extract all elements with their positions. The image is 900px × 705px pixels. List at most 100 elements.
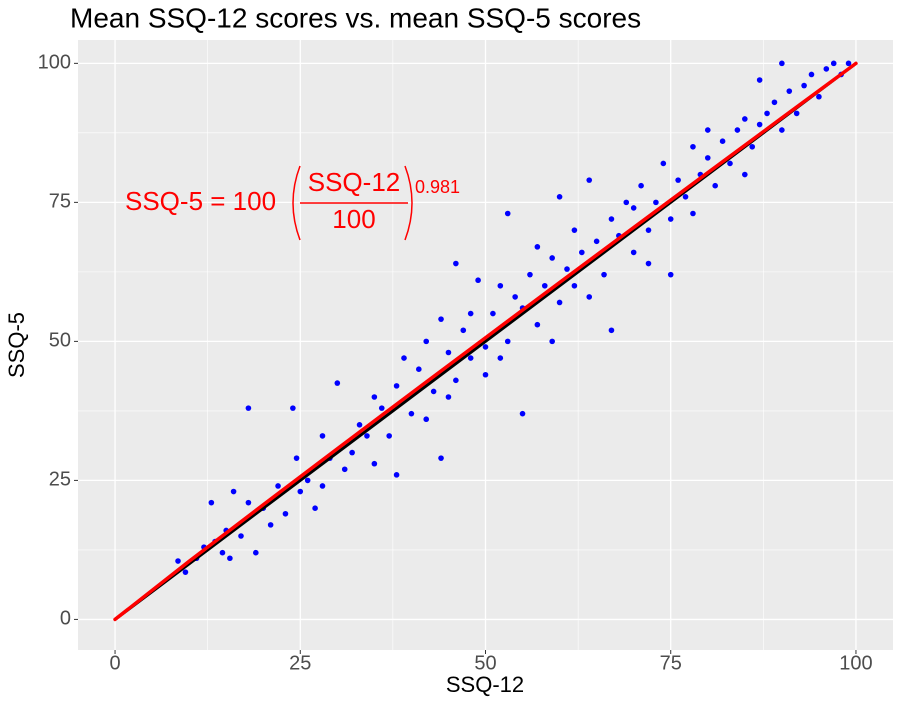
point: [175, 558, 181, 564]
y-axis-label: SSQ-5: [4, 312, 29, 378]
point: [267, 522, 274, 528]
point: [727, 160, 733, 167]
point: [675, 177, 681, 183]
point: [608, 216, 615, 222]
point: [445, 394, 452, 400]
point: [490, 310, 496, 317]
point: [423, 416, 430, 423]
point: [445, 349, 452, 356]
annotation-denominator: 100: [332, 204, 375, 234]
point: [208, 499, 215, 506]
y-tick-label: 75: [49, 191, 71, 213]
chart-title: Mean SSQ-12 scores vs. mean SSQ-5 scores: [70, 2, 641, 33]
point: [453, 260, 459, 267]
point: [564, 266, 570, 272]
point: [541, 282, 548, 289]
point: [601, 271, 607, 278]
point: [742, 116, 748, 122]
point: [845, 60, 852, 67]
point: [830, 60, 837, 67]
point: [430, 388, 437, 395]
point: [438, 316, 444, 322]
x-tick-label: 25: [289, 652, 311, 674]
point: [253, 549, 259, 556]
point: [742, 171, 748, 178]
point: [556, 194, 563, 200]
y-tick-label: 50: [49, 330, 71, 352]
point: [667, 271, 674, 278]
point: [371, 394, 378, 400]
point: [549, 255, 555, 261]
point: [608, 327, 615, 334]
point: [512, 294, 518, 300]
x-tick-label: 0: [109, 652, 120, 674]
point: [556, 299, 563, 306]
point: [808, 71, 815, 78]
point: [667, 216, 674, 222]
point: [623, 199, 630, 206]
point: [378, 405, 385, 411]
point: [386, 433, 392, 439]
point: [549, 338, 555, 345]
point: [349, 449, 355, 456]
point: [319, 483, 326, 489]
point: [438, 455, 444, 461]
point: [719, 138, 726, 145]
point: [734, 127, 741, 133]
y-tick-label: 25: [49, 469, 71, 491]
point: [482, 371, 489, 378]
point: [690, 210, 696, 217]
point: [504, 338, 511, 345]
point: [660, 160, 667, 167]
point: [823, 66, 830, 72]
point: [630, 249, 637, 256]
point: [341, 466, 348, 473]
point: [393, 383, 400, 389]
point: [319, 433, 326, 439]
point: [282, 510, 289, 517]
point: [690, 143, 696, 150]
x-tick-label: 50: [474, 652, 496, 674]
point: [704, 155, 711, 161]
point: [749, 143, 756, 150]
point: [230, 488, 237, 495]
annotation-exponent: 0.981: [415, 177, 460, 197]
point: [334, 380, 341, 386]
point: [779, 127, 785, 133]
point: [460, 327, 467, 334]
point: [779, 60, 785, 67]
grid: [74, 40, 893, 654]
point: [371, 460, 378, 467]
point: [786, 88, 793, 94]
point: [527, 271, 533, 278]
point: [504, 210, 511, 217]
x-tick-label: 100: [839, 652, 872, 674]
point: [497, 355, 504, 361]
y-tick-label: 100: [38, 52, 71, 74]
point: [356, 421, 363, 428]
point: [534, 244, 541, 250]
point: [793, 110, 800, 117]
point: [293, 455, 300, 461]
point: [238, 533, 244, 539]
marks: [113, 60, 858, 622]
point: [756, 121, 763, 128]
point: [816, 93, 822, 100]
point: [453, 377, 459, 384]
point: [630, 205, 637, 211]
point: [712, 182, 718, 189]
point: [571, 227, 578, 233]
annotation: SSQ-5 = 100 SSQ-12 100 0.981: [125, 165, 460, 241]
point: [519, 410, 526, 417]
point: [638, 182, 644, 189]
point: [756, 77, 763, 83]
point: [182, 569, 189, 575]
x-axis-label: SSQ-12: [446, 672, 524, 697]
point: [275, 483, 281, 489]
point: [416, 366, 422, 372]
point: [297, 488, 304, 495]
point: [764, 110, 770, 117]
point: [586, 177, 593, 183]
point: [467, 310, 474, 317]
